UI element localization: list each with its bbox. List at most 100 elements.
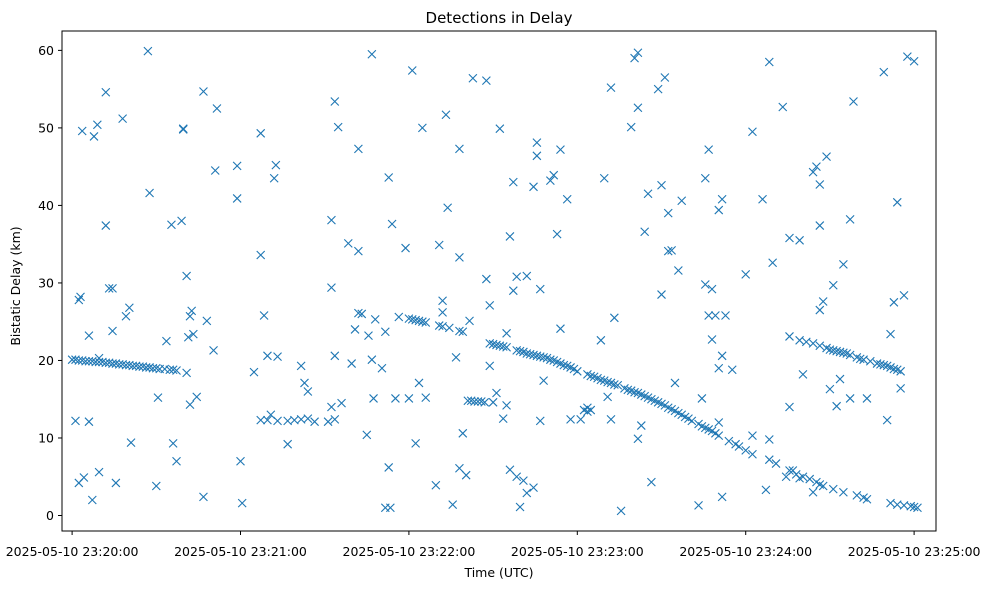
data-point-clutter (606, 414, 616, 424)
data-point-track-e (909, 502, 919, 512)
data-point-clutter (785, 233, 794, 243)
data-point-clutter (79, 473, 89, 482)
data-point-track-e (913, 503, 922, 513)
data-point-clutter (640, 227, 650, 237)
data-point-clutter (798, 370, 808, 379)
data-point-clutter (74, 295, 84, 305)
data-point-clutter (101, 221, 111, 230)
data-point-clutter (185, 400, 195, 410)
data-point-clutter (182, 368, 192, 378)
data-point-track-e (748, 449, 757, 459)
data-point-track-e (741, 445, 751, 455)
data-point-clutter (327, 215, 336, 225)
data-point-track-e (539, 352, 549, 362)
data-point-clutter (606, 83, 616, 92)
data-point-track-c (414, 316, 424, 326)
data-point-clutter (411, 439, 421, 448)
data-point-clutter (633, 103, 643, 113)
data-point-clutter (609, 313, 619, 323)
data-point-track-e (495, 341, 505, 351)
data-point-clutter (785, 402, 794, 412)
data-point-clutter (909, 56, 919, 66)
data-point-clutter (151, 481, 161, 491)
data-point-clutter (431, 480, 441, 490)
data-point-clutter (404, 394, 414, 403)
data-point-track-c (444, 323, 454, 333)
data-point-clutter (269, 173, 279, 183)
data-point-track-f (832, 346, 842, 356)
data-point-track-e (828, 484, 838, 494)
data-point-clutter (485, 301, 495, 310)
data-point-clutter (364, 331, 373, 341)
data-point-track-e (724, 436, 734, 446)
data-point-clutter (387, 219, 397, 229)
data-point-track-e (906, 501, 916, 511)
data-point-clutter (84, 331, 94, 341)
data-point-clutter (586, 405, 596, 415)
data-point-track-e (532, 351, 542, 361)
data-point-clutter (327, 283, 336, 292)
data-point-clutter (385, 503, 395, 513)
data-point-clutter (87, 495, 97, 505)
data-point-track-a (172, 366, 181, 375)
data-point-clutter (741, 270, 751, 279)
data-point-track-e (623, 385, 633, 395)
data-point-clutter (108, 326, 117, 336)
y-tick-label: 40 (38, 198, 54, 213)
data-point-clutter (71, 416, 80, 426)
data-point-clutter (727, 365, 737, 375)
data-point-clutter (626, 122, 636, 132)
data-point-clutter (101, 87, 111, 97)
data-point-track-e (488, 339, 498, 349)
x-tick-label: 2025-05-10 23:21:00 (174, 544, 307, 559)
x-axis-label: Time (UTC) (463, 565, 533, 580)
data-point-clutter (162, 336, 171, 346)
data-point-clutter (714, 418, 724, 427)
data-point-clutter (700, 173, 710, 183)
data-point-clutter (153, 393, 163, 403)
data-point-track-e (512, 345, 522, 355)
data-point-clutter (94, 353, 104, 363)
data-point-track-e (515, 346, 525, 356)
data-point-track-e (529, 350, 538, 360)
data-point-clutter (670, 378, 680, 388)
data-point-clutter (788, 466, 798, 475)
axis-ticks: 2025-05-10 23:20:00 2025-05-10 23:21:00 20… (6, 43, 981, 559)
data-point-clutter (407, 66, 417, 75)
data-point-clutter (488, 397, 498, 407)
data-point-clutter (758, 194, 767, 204)
data-point-clutter (367, 49, 377, 59)
data-point-clutter (283, 439, 293, 449)
data-point-clutter (76, 292, 85, 302)
data-point-clutter (717, 351, 727, 361)
data-point-clutter (636, 421, 646, 430)
y-axis-label: Bistatic Delay (km) (8, 226, 23, 345)
data-point-clutter (232, 161, 242, 171)
data-point-track-e (771, 459, 781, 468)
data-point-clutter (825, 384, 835, 394)
data-point-clutter (84, 417, 94, 427)
data-point-clutter (748, 431, 757, 441)
data-point-clutter (401, 243, 410, 253)
data-point-clutter (441, 110, 451, 120)
data-point-clutter (812, 162, 821, 172)
data-point-clutter (886, 329, 895, 339)
data-point-clutter (210, 166, 220, 175)
data-point-clutter (761, 485, 771, 495)
data-point-clutter (599, 173, 609, 183)
data-point-track-c (417, 317, 427, 327)
data-point-clutter (889, 297, 899, 307)
data-point-clutter (104, 283, 114, 293)
data-point-clutter (458, 428, 468, 438)
data-point-clutter (700, 280, 710, 289)
data-point-clutter (461, 470, 471, 480)
data-point-clutter (256, 128, 266, 138)
data-point-clutter (694, 501, 703, 510)
data-point-clutter (178, 125, 188, 134)
data-point-clutter (845, 214, 855, 224)
plot-frame-group (61, 30, 937, 532)
data-point-clutter (271, 160, 281, 170)
data-point-clutter (377, 363, 387, 373)
data-point-clutter (576, 414, 586, 424)
data-point-clutter (717, 492, 727, 502)
